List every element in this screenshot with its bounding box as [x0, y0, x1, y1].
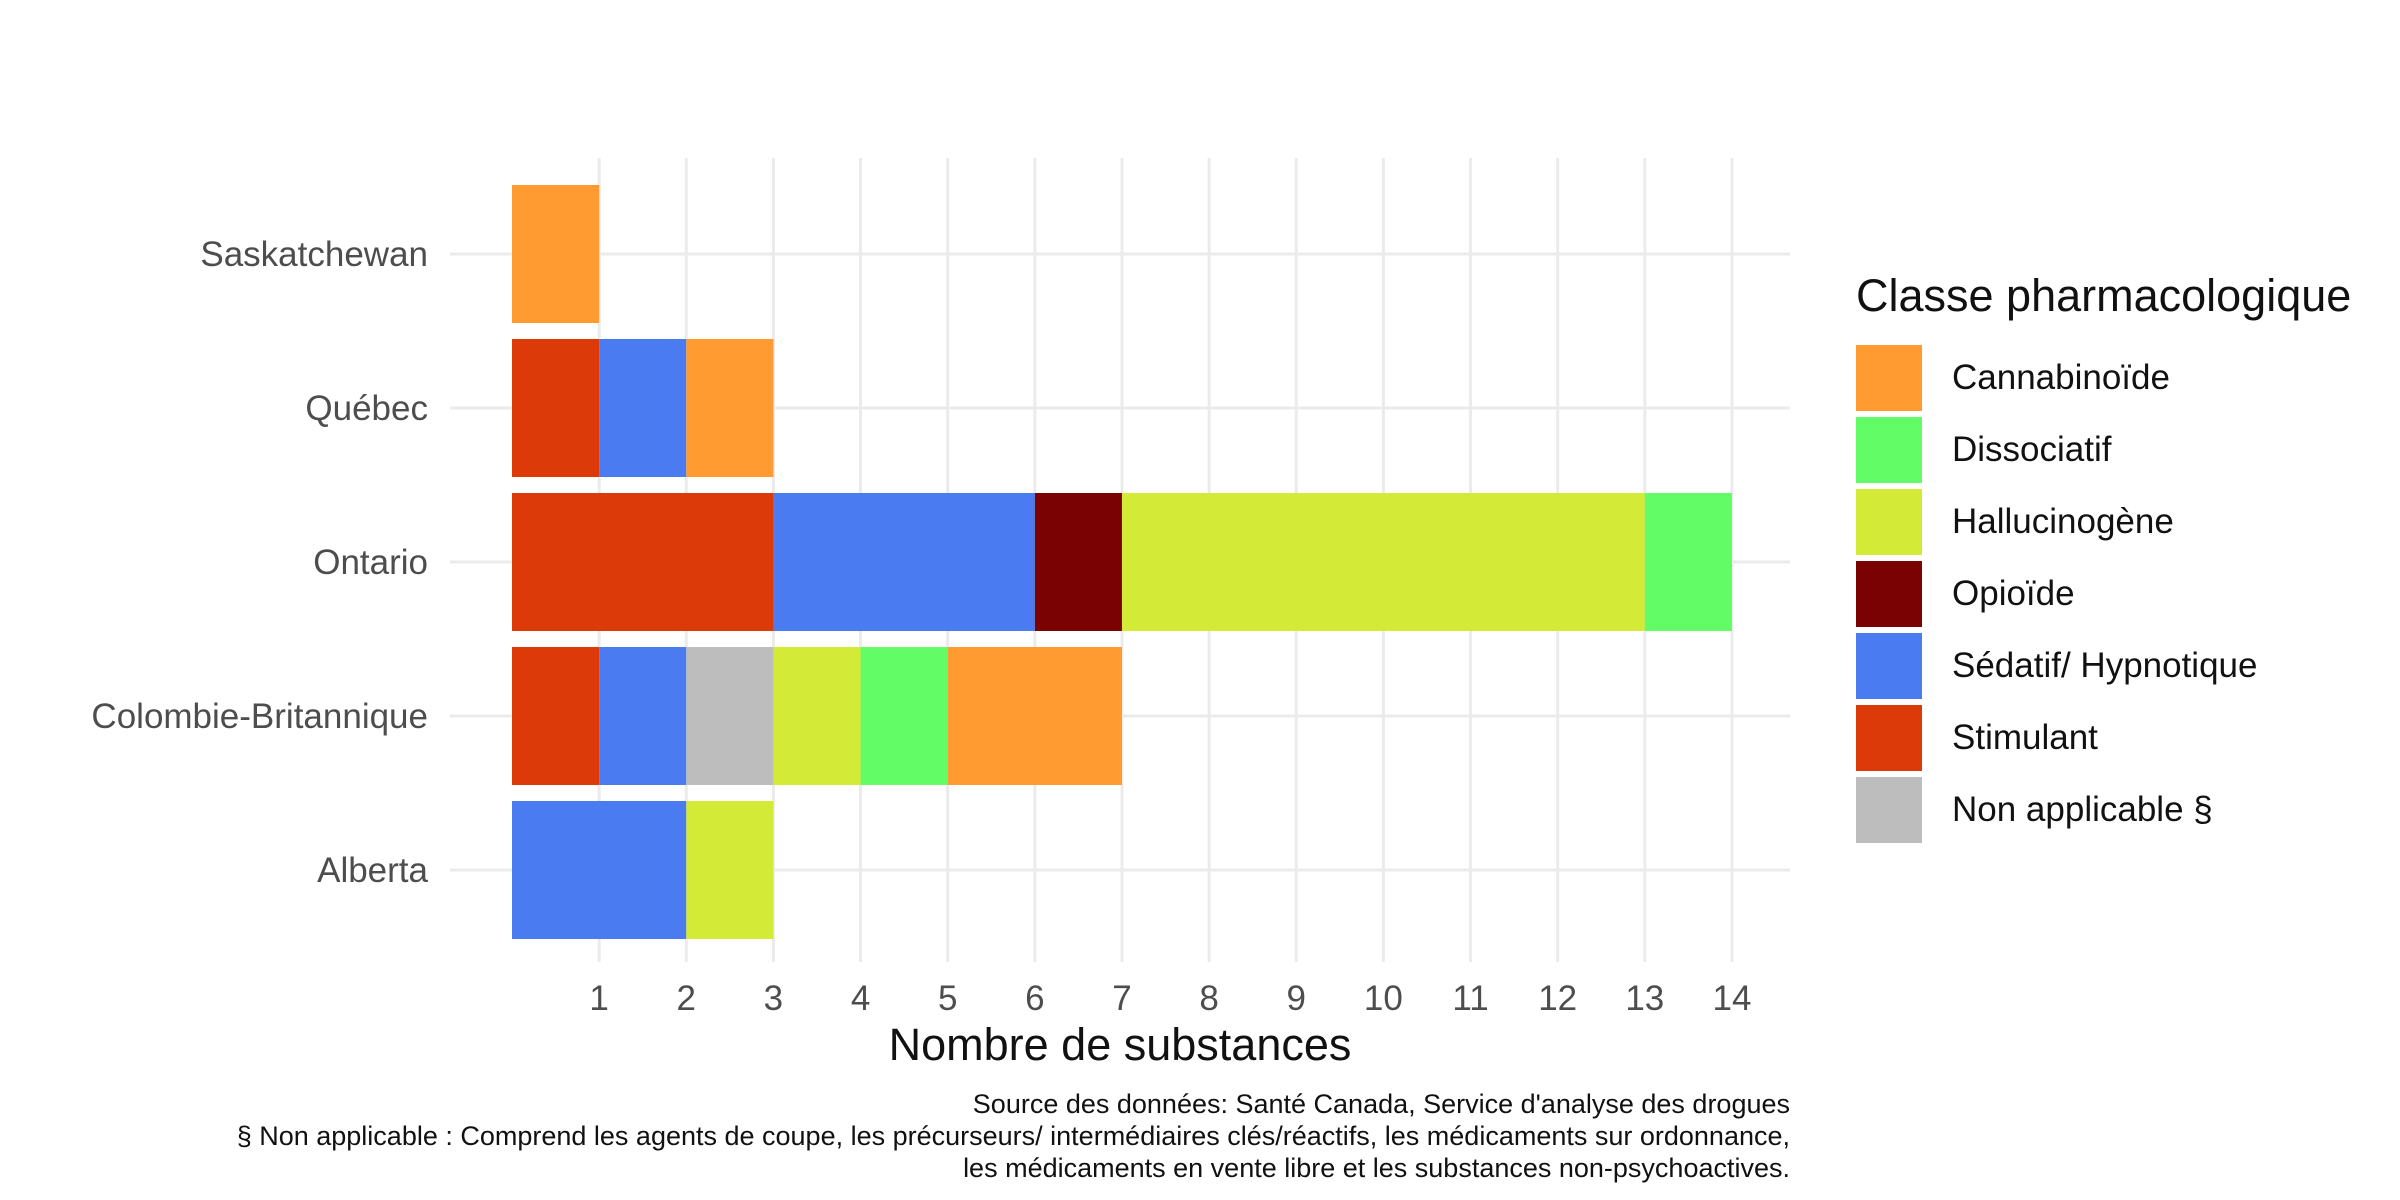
legend-swatch-hallucinogene — [1856, 489, 1922, 555]
x-tick-label-13: 13 — [1625, 979, 1664, 1018]
bar-ontario-sedatif-hypnotique — [773, 493, 1035, 631]
legend-items: Cannabinoïde Dissociatif Hallucinogène Opio… — [1856, 342, 2351, 846]
legend: Classe pharmacologique Cannabinoïde Disso… — [1856, 270, 2351, 846]
legend-item-stimulant: Stimulant — [1856, 702, 2351, 774]
bar-saskatchewan-cannabinoide — [512, 185, 600, 323]
y-tick-label-saskatchewan: Saskatchewan — [200, 235, 428, 274]
bar-quebec-cannabinoide — [686, 339, 774, 477]
legend-item-dissociatif: Dissociatif — [1856, 414, 2351, 486]
x-axis-title: Nombre de substances — [889, 1019, 1352, 1070]
caption: Source des données: Santé Canada, Servic… — [237, 1088, 1790, 1184]
x-tick-label-1: 1 — [589, 979, 608, 1018]
legend-swatch-cannabinoide — [1856, 345, 1922, 411]
legend-swatch-dissociatif — [1856, 417, 1922, 483]
y-tick-label-colombie-britannique: Colombie-Britannique — [91, 697, 428, 736]
bar-ontario-dissociatif — [1644, 493, 1732, 631]
legend-label-stimulant: Stimulant — [1952, 718, 2098, 757]
x-tick-label-3: 3 — [764, 979, 783, 1018]
legend-item-cannabinoide: Cannabinoïde — [1856, 342, 2351, 414]
legend-item-sedatif-hypnotique: Sédatif/ Hypnotique — [1856, 630, 2351, 702]
legend-swatch-non-applicable — [1856, 777, 1922, 843]
x-tick-label-5: 5 — [938, 979, 957, 1018]
bar-colombie-britannique-stimulant — [512, 647, 600, 785]
y-tick-label-quebec: Québec — [305, 389, 428, 428]
bar-quebec-sedatif-hypnotique — [599, 339, 687, 477]
legend-swatch-opioide — [1856, 561, 1922, 627]
bar-alberta-sedatif-hypnotique — [512, 801, 687, 939]
y-tick-label-ontario: Ontario — [313, 543, 428, 582]
bar-ontario-hallucinogene — [1121, 493, 1645, 631]
x-tick-label-10: 10 — [1364, 979, 1403, 1018]
legend-item-non-applicable: Non applicable § — [1856, 774, 2351, 846]
caption-note-line-1: § Non applicable : Comprend les agents d… — [236, 1121, 1790, 1151]
x-tick-label-9: 9 — [1287, 979, 1306, 1018]
x-tick-label-11: 11 — [1452, 979, 1488, 1018]
x-tick-label-12: 12 — [1538, 979, 1577, 1018]
legend-label-non-applicable: Non applicable § — [1952, 790, 2213, 829]
legend-item-opioide: Opioïde — [1856, 558, 2351, 630]
bar-colombie-britannique-non-applicable — [686, 647, 774, 785]
caption-note-line-2: les médicaments en vente libre et les su… — [963, 1153, 1790, 1183]
bar-colombie-britannique-cannabinoide — [947, 647, 1122, 785]
x-tick-label-6: 6 — [1025, 979, 1044, 1018]
x-tick-labels: 1 2 3 4 5 6 7 8 9 10 11 12 13 14 — [589, 979, 1751, 1018]
legend-label-dissociatif: Dissociatif — [1952, 430, 2112, 469]
legend-label-hallucinogene: Hallucinogène — [1952, 502, 2174, 541]
legend-swatch-stimulant — [1856, 705, 1922, 771]
legend-label-cannabinoide: Cannabinoïde — [1952, 358, 2170, 397]
x-tick-label-4: 4 — [851, 979, 870, 1018]
y-tick-label-alberta: Alberta — [317, 851, 428, 890]
legend-label-opioide: Opioïde — [1952, 574, 2075, 613]
bar-alberta-hallucinogene — [686, 801, 774, 939]
bar-colombie-britannique-dissociatif — [860, 647, 948, 785]
x-tick-label-2: 2 — [677, 979, 696, 1018]
bar-ontario-stimulant — [512, 493, 774, 631]
x-tick-label-8: 8 — [1199, 979, 1218, 1018]
bar-ontario-opioide — [1034, 493, 1122, 631]
bar-quebec-stimulant — [512, 339, 600, 477]
legend-swatch-sedatif-hypnotique — [1856, 633, 1922, 699]
bar-colombie-britannique-sedatif-hypnotique — [599, 647, 687, 785]
bar-colombie-britannique-hallucinogene — [773, 647, 861, 785]
x-tick-label-14: 14 — [1712, 979, 1751, 1018]
caption-source: Source des données: Santé Canada, Servic… — [972, 1089, 1790, 1119]
legend-title: Classe pharmacologique — [1856, 270, 2352, 321]
x-tick-label-7: 7 — [1112, 979, 1131, 1018]
legend-label-sedatif-hypnotique: Sédatif/ Hypnotique — [1952, 646, 2258, 685]
bars — [512, 185, 1732, 939]
y-tick-labels: Alberta Colombie-Britannique Ontario Québec… — [91, 235, 428, 890]
legend-item-hallucinogene: Hallucinogène — [1856, 486, 2351, 558]
